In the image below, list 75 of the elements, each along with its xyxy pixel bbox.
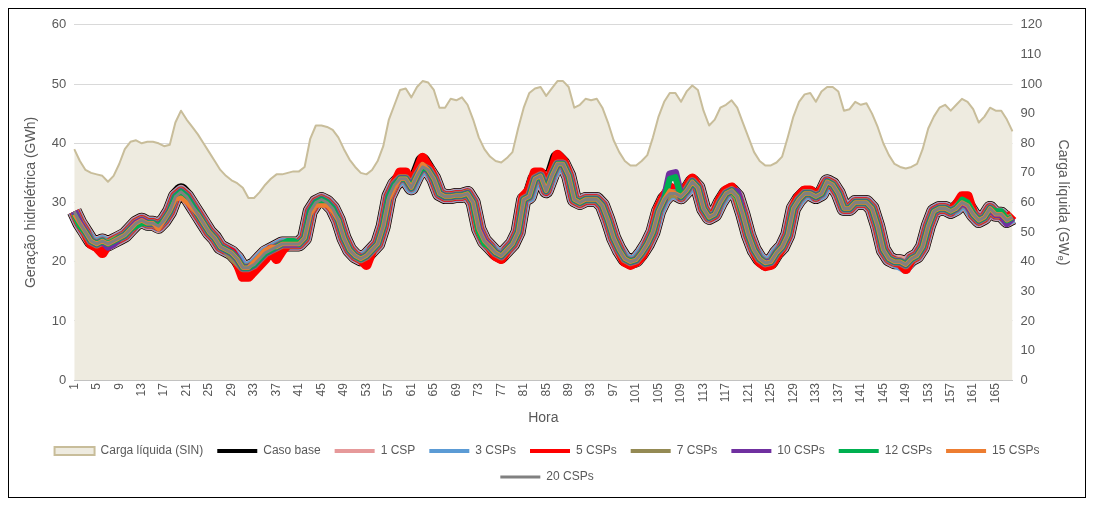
y2-tick-label: 20	[1020, 312, 1035, 328]
x-tick-label: 37	[268, 382, 283, 397]
x-tick-label: 81	[516, 382, 531, 397]
y2-tick-label: 100	[1020, 75, 1043, 91]
legend-label: 7 CSPs	[676, 443, 718, 458]
legend-label: 20 CSPs	[546, 469, 594, 484]
x-tick-label: 45	[313, 382, 328, 397]
x-tick-label: 125	[763, 382, 778, 404]
x-tick-label: 21	[178, 382, 193, 397]
x-tick-label: 105	[650, 382, 665, 404]
x-tick-label: 93	[583, 382, 598, 397]
x-tick-label: 69	[448, 382, 463, 397]
legend-label: 12 CSPs	[884, 443, 933, 458]
x-tick-label: 129	[785, 382, 800, 404]
legend-label: 15 CSPs	[992, 443, 1040, 458]
y2-axis-title: Carga líquida (GWₑ)	[1055, 139, 1072, 266]
y-axis-title: Geração hidrelétrica (GWh)	[22, 116, 39, 289]
legend-label: Carga líquida (SIN)	[100, 443, 204, 458]
x-tick-label: 41	[291, 382, 306, 397]
x-tick-label: 29	[223, 382, 238, 397]
x-tick-label: 141	[853, 382, 868, 404]
x-tick-label: 133	[808, 382, 823, 404]
x-tick-label: 157	[943, 382, 958, 404]
x-tick-label: 53	[358, 382, 373, 397]
y2-tick-label: 10	[1020, 342, 1035, 358]
x-tick-label: 17	[156, 382, 171, 397]
x-tick-label: 165	[987, 382, 1002, 404]
x-tick-label: 109	[673, 382, 688, 404]
x-tick-label: 61	[403, 382, 418, 397]
x-tick-label: 117	[718, 382, 733, 403]
x-tick-label: 145	[875, 382, 890, 404]
x-tick-label: 113	[695, 382, 710, 403]
x-tick-label: 73	[471, 382, 486, 397]
x-tick-label: 101	[628, 382, 643, 404]
x-tick-label: 57	[381, 382, 396, 397]
x-tick-label: 97	[605, 382, 620, 397]
y2-tick-label: 80	[1020, 134, 1035, 150]
y-tick-label: 20	[51, 253, 67, 269]
legend-label: 5 CSPs	[576, 443, 617, 458]
x-tick-label: 77	[493, 382, 508, 397]
x-tick-label: 153	[920, 382, 935, 404]
y-tick-label: 50	[51, 75, 67, 91]
legend-label: Caso base	[263, 443, 321, 458]
y-tick-label: 60	[51, 16, 67, 32]
x-tick-label: 161	[965, 382, 980, 404]
legend-label: 3 CSPs	[475, 443, 517, 458]
x-tick-label: 121	[740, 382, 755, 404]
x-tick-label: 65	[426, 382, 441, 397]
y2-tick-label: 30	[1020, 282, 1035, 298]
x-tick-label: 137	[830, 382, 845, 404]
y2-tick-label: 70	[1020, 164, 1035, 180]
x-tick-label: 5	[89, 382, 104, 390]
y2-tick-label: 110	[1020, 45, 1042, 61]
y-tick-label: 30	[51, 194, 67, 210]
y2-tick-label: 0	[1020, 371, 1028, 387]
x-tick-label: 149	[898, 382, 913, 404]
y2-tick-label: 120	[1020, 16, 1043, 32]
y2-tick-label: 60	[1020, 194, 1035, 210]
x-tick-label: 49	[336, 382, 351, 397]
x-tick-label: 85	[538, 382, 553, 397]
y-tick-label: 0	[59, 371, 67, 387]
legend-label: 10 CSPs	[777, 443, 825, 458]
x-axis-title: Hora	[528, 409, 559, 426]
x-tick-label: 33	[246, 382, 261, 397]
y2-tick-label: 50	[1020, 223, 1035, 239]
y-tick-label: 40	[51, 134, 67, 150]
x-tick-label: 13	[133, 382, 148, 397]
x-tick-label: 1	[66, 382, 81, 390]
y2-tick-label: 90	[1020, 105, 1035, 121]
x-tick-label: 89	[560, 382, 575, 397]
x-tick-label: 25	[201, 382, 216, 397]
x-tick-label: 9	[111, 382, 126, 390]
legend-label: 1 CSP	[380, 443, 416, 458]
y-tick-label: 10	[51, 312, 67, 328]
y2-tick-label: 40	[1020, 253, 1035, 269]
